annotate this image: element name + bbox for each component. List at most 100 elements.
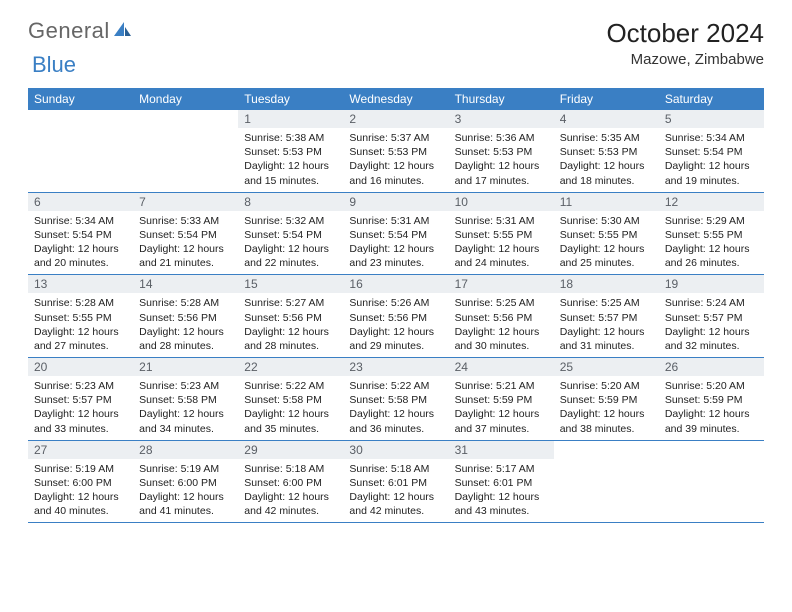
day-data-line: Sunset: 5:56 PM	[244, 311, 337, 325]
day-data-line: Sunrise: 5:31 AM	[349, 214, 442, 228]
title-block: October 2024 Mazowe, Zimbabwe	[606, 18, 764, 68]
day-data-line: Daylight: 12 hours	[665, 159, 758, 173]
day-data-line: Daylight: 12 hours	[34, 242, 127, 256]
calendar-cell: ..	[659, 440, 764, 523]
day-number: 11	[554, 193, 659, 211]
calendar-cell: 10Sunrise: 5:31 AMSunset: 5:55 PMDayligh…	[449, 192, 554, 275]
day-data-line: Daylight: 12 hours	[455, 159, 548, 173]
calendar-cell: 7Sunrise: 5:33 AMSunset: 5:54 PMDaylight…	[133, 192, 238, 275]
day-number: 5	[659, 110, 764, 128]
day-data-line: Sunrise: 5:23 AM	[34, 379, 127, 393]
day-data: Sunrise: 5:23 AMSunset: 5:57 PMDaylight:…	[28, 376, 133, 440]
day-data-line: Sunrise: 5:25 AM	[455, 296, 548, 310]
day-data: Sunrise: 5:22 AMSunset: 5:58 PMDaylight:…	[238, 376, 343, 440]
day-data-line: Daylight: 12 hours	[139, 242, 232, 256]
day-data-line: Sunset: 5:59 PM	[560, 393, 653, 407]
weekday-header: Sunday	[28, 88, 133, 110]
day-data-line: Sunrise: 5:35 AM	[560, 131, 653, 145]
day-number: 9	[343, 193, 448, 211]
day-data-line: Daylight: 12 hours	[244, 490, 337, 504]
day-number: 10	[449, 193, 554, 211]
day-data-line: Sunrise: 5:34 AM	[34, 214, 127, 228]
calendar-cell: 15Sunrise: 5:27 AMSunset: 5:56 PMDayligh…	[238, 275, 343, 358]
day-number: 28	[133, 441, 238, 459]
day-data-line: Sunset: 5:55 PM	[560, 228, 653, 242]
calendar-week-row: 13Sunrise: 5:28 AMSunset: 5:55 PMDayligh…	[28, 275, 764, 358]
day-data: Sunrise: 5:37 AMSunset: 5:53 PMDaylight:…	[343, 128, 448, 192]
calendar-cell: 17Sunrise: 5:25 AMSunset: 5:56 PMDayligh…	[449, 275, 554, 358]
day-data-line: and 42 minutes.	[349, 504, 442, 518]
day-data-line: Sunrise: 5:24 AM	[665, 296, 758, 310]
day-data-line: Daylight: 12 hours	[34, 490, 127, 504]
calendar-cell: 27Sunrise: 5:19 AMSunset: 6:00 PMDayligh…	[28, 440, 133, 523]
day-data: Sunrise: 5:22 AMSunset: 5:58 PMDaylight:…	[343, 376, 448, 440]
day-data: Sunrise: 5:24 AMSunset: 5:57 PMDaylight:…	[659, 293, 764, 357]
day-data: Sunrise: 5:28 AMSunset: 5:55 PMDaylight:…	[28, 293, 133, 357]
day-number: 26	[659, 358, 764, 376]
day-data-line: Sunset: 5:53 PM	[455, 145, 548, 159]
day-data-line: Daylight: 12 hours	[139, 325, 232, 339]
day-data-line: Sunset: 5:56 PM	[455, 311, 548, 325]
day-data-line: Sunrise: 5:29 AM	[665, 214, 758, 228]
day-data: Sunrise: 5:33 AMSunset: 5:54 PMDaylight:…	[133, 211, 238, 275]
day-data: Sunrise: 5:38 AMSunset: 5:53 PMDaylight:…	[238, 128, 343, 192]
day-data: Sunrise: 5:27 AMSunset: 5:56 PMDaylight:…	[238, 293, 343, 357]
day-data-line: and 22 minutes.	[244, 256, 337, 270]
day-data-line: and 21 minutes.	[139, 256, 232, 270]
calendar-body: ....1Sunrise: 5:38 AMSunset: 5:53 PMDayl…	[28, 110, 764, 523]
calendar-cell: 6Sunrise: 5:34 AMSunset: 5:54 PMDaylight…	[28, 192, 133, 275]
day-data-line: Sunrise: 5:38 AM	[244, 131, 337, 145]
day-number: 15	[238, 275, 343, 293]
day-data-line: and 16 minutes.	[349, 174, 442, 188]
calendar-cell: 18Sunrise: 5:25 AMSunset: 5:57 PMDayligh…	[554, 275, 659, 358]
day-data: Sunrise: 5:18 AMSunset: 6:01 PMDaylight:…	[343, 459, 448, 523]
calendar-cell: ..	[133, 110, 238, 192]
day-data-line: Daylight: 12 hours	[349, 242, 442, 256]
weekday-header: Saturday	[659, 88, 764, 110]
calendar-week-row: 20Sunrise: 5:23 AMSunset: 5:57 PMDayligh…	[28, 358, 764, 441]
calendar-cell: 28Sunrise: 5:19 AMSunset: 6:00 PMDayligh…	[133, 440, 238, 523]
day-data-line: Sunset: 5:57 PM	[34, 393, 127, 407]
day-data-line: Sunset: 5:53 PM	[560, 145, 653, 159]
calendar-cell: 20Sunrise: 5:23 AMSunset: 5:57 PMDayligh…	[28, 358, 133, 441]
day-data: Sunrise: 5:30 AMSunset: 5:55 PMDaylight:…	[554, 211, 659, 275]
day-data-line: Daylight: 12 hours	[244, 325, 337, 339]
day-data-line: Sunrise: 5:26 AM	[349, 296, 442, 310]
day-number: 18	[554, 275, 659, 293]
calendar-cell: 16Sunrise: 5:26 AMSunset: 5:56 PMDayligh…	[343, 275, 448, 358]
day-data-line: Sunset: 5:59 PM	[455, 393, 548, 407]
day-data-line: Sunrise: 5:27 AM	[244, 296, 337, 310]
day-data-line: Sunrise: 5:34 AM	[665, 131, 758, 145]
day-data-line: Daylight: 12 hours	[665, 325, 758, 339]
calendar-cell: 21Sunrise: 5:23 AMSunset: 5:58 PMDayligh…	[133, 358, 238, 441]
day-data-line: Daylight: 12 hours	[244, 407, 337, 421]
calendar-cell: ..	[28, 110, 133, 192]
day-number: 7	[133, 193, 238, 211]
day-data-line: Sunrise: 5:22 AM	[244, 379, 337, 393]
day-data: Sunrise: 5:20 AMSunset: 5:59 PMDaylight:…	[659, 376, 764, 440]
day-data-line: and 41 minutes.	[139, 504, 232, 518]
weekday-header: Tuesday	[238, 88, 343, 110]
day-number: 3	[449, 110, 554, 128]
calendar-week-row: 6Sunrise: 5:34 AMSunset: 5:54 PMDaylight…	[28, 192, 764, 275]
day-data-line: and 31 minutes.	[560, 339, 653, 353]
day-data-line: Daylight: 12 hours	[560, 407, 653, 421]
day-data-line: Daylight: 12 hours	[139, 407, 232, 421]
day-data-line: Sunrise: 5:31 AM	[455, 214, 548, 228]
day-data-line: Sunrise: 5:22 AM	[349, 379, 442, 393]
day-data-line: Daylight: 12 hours	[349, 490, 442, 504]
calendar-cell: 5Sunrise: 5:34 AMSunset: 5:54 PMDaylight…	[659, 110, 764, 192]
day-data-line: Daylight: 12 hours	[349, 325, 442, 339]
day-data: Sunrise: 5:29 AMSunset: 5:55 PMDaylight:…	[659, 211, 764, 275]
day-data-line: and 29 minutes.	[349, 339, 442, 353]
day-data: Sunrise: 5:19 AMSunset: 6:00 PMDaylight:…	[133, 459, 238, 523]
day-data: Sunrise: 5:23 AMSunset: 5:58 PMDaylight:…	[133, 376, 238, 440]
day-data-line: Sunset: 5:54 PM	[349, 228, 442, 242]
calendar-cell: 22Sunrise: 5:22 AMSunset: 5:58 PMDayligh…	[238, 358, 343, 441]
day-data: Sunrise: 5:34 AMSunset: 5:54 PMDaylight:…	[659, 128, 764, 192]
day-number: 21	[133, 358, 238, 376]
day-data-line: and 19 minutes.	[665, 174, 758, 188]
calendar-cell: 31Sunrise: 5:17 AMSunset: 6:01 PMDayligh…	[449, 440, 554, 523]
calendar-week-row: ....1Sunrise: 5:38 AMSunset: 5:53 PMDayl…	[28, 110, 764, 192]
day-number: 4	[554, 110, 659, 128]
